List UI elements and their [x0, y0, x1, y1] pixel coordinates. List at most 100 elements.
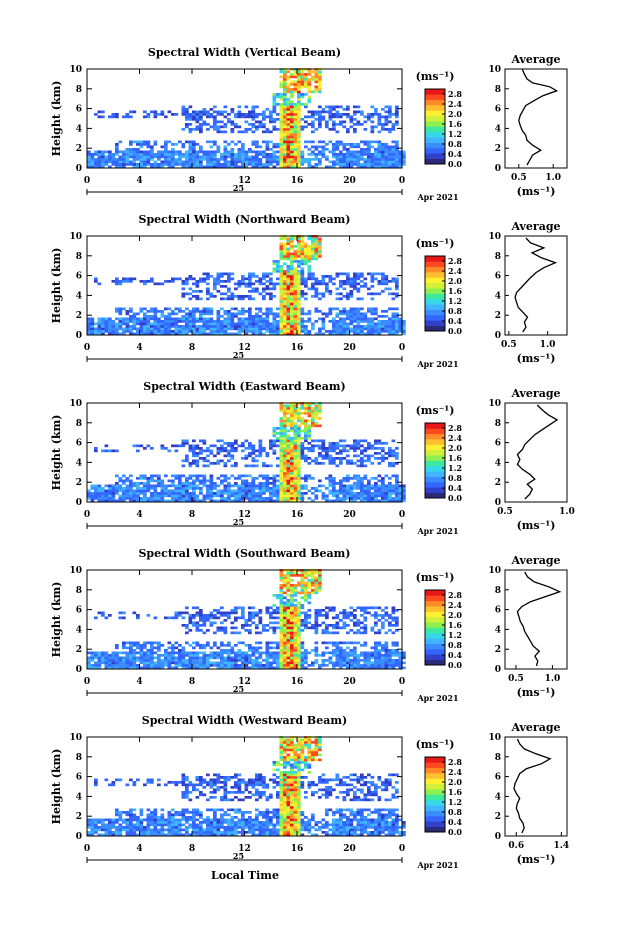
heatmap-cell: [230, 150, 235, 154]
heatmap-cell: [157, 327, 161, 331]
heatmap-cell: [297, 462, 301, 465]
heatmap-cell: [216, 449, 221, 453]
heatmap-cell: [213, 128, 217, 131]
x-tick-label: 0: [399, 176, 405, 186]
heatmap-cell: [297, 140, 301, 144]
heatmap-cell: [304, 427, 308, 430]
heatmap-cell: [300, 317, 305, 321]
heatmap-cell: [146, 661, 151, 665]
heatmap-cell: [202, 497, 207, 500]
heatmap-cell: [360, 489, 364, 493]
heatmap-cell: [104, 666, 109, 670]
heatmap-cell: [290, 332, 294, 336]
heatmap-cell: [115, 332, 119, 336]
heatmap-cell: [283, 70, 287, 74]
avg-y-tick-label: 6: [495, 105, 501, 115]
heatmap-cell: [286, 442, 291, 445]
heatmap-cell: [125, 664, 130, 667]
heatmap-cell: [122, 474, 126, 478]
heatmap-cell: [384, 442, 389, 445]
heatmap-cell: [293, 75, 298, 79]
heatmap-cell: [258, 158, 263, 161]
heatmap-cell: [255, 332, 259, 336]
heatmap-cell: [283, 262, 287, 266]
heatmap-cell: [398, 492, 403, 495]
heatmap-cell: [118, 282, 123, 286]
colorbar-tick-label: 0.0: [448, 326, 462, 336]
heatmap-cell: [129, 325, 133, 328]
heatmap-cell: [335, 292, 340, 296]
heatmap-cell: [251, 290, 256, 293]
heatmap-cell: [202, 108, 207, 111]
heatmap-cell: [202, 442, 207, 445]
heatmap-cell: [363, 140, 368, 144]
heatmap-cell: [220, 489, 224, 493]
heatmap-cell: [290, 300, 294, 303]
heatmap-cell: [367, 310, 371, 313]
heatmap-cell: [237, 282, 242, 286]
heatmap-cell: [139, 489, 144, 493]
heatmap-cell: [188, 330, 193, 333]
heatmap-cell: [279, 576, 284, 580]
avg-y-tick-label: 0: [495, 331, 501, 341]
heatmap-cell: [192, 160, 196, 164]
heatmap-cell: [265, 452, 270, 455]
heatmap-cell: [363, 449, 368, 453]
heatmap-cell: [342, 449, 347, 453]
heatmap-cell: [374, 457, 378, 460]
heatmap-cell: [290, 479, 294, 483]
heatmap-cell: [339, 285, 343, 288]
heatmap-cell: [367, 444, 371, 448]
heatmap-cell: [363, 447, 368, 450]
heatmap-cell: [216, 320, 221, 323]
heatmap-cell: [167, 641, 172, 645]
heatmap-cell: [381, 489, 385, 493]
heatmap-cell: [290, 586, 294, 590]
heatmap-cell: [363, 317, 368, 321]
heatmap-cell: [381, 155, 385, 159]
heatmap-cell: [265, 641, 270, 645]
heatmap-cell: [300, 417, 305, 420]
heatmap-cell: [192, 641, 196, 645]
heatmap-cell: [381, 492, 385, 495]
heatmap-cell: [262, 295, 266, 298]
heatmap-cell: [202, 110, 207, 114]
heatmap-cell: [209, 664, 214, 667]
heatmap-cell: [283, 130, 287, 134]
heatmap-cell: [160, 447, 165, 450]
heatmap-cell: [255, 275, 259, 278]
heatmap-cell: [251, 614, 256, 617]
heatmap-cell: [206, 320, 210, 323]
heatmap-cell: [279, 462, 284, 465]
heatmap-cell: [174, 494, 179, 498]
heatmap-cell: [349, 317, 354, 321]
heatmap-cell: [188, 482, 193, 485]
heatmap-cell: [272, 666, 277, 670]
heatmap-cell: [188, 140, 193, 144]
heatmap-cell: [227, 616, 231, 620]
heatmap-cell: [377, 272, 382, 276]
heatmap-cell: [136, 140, 140, 144]
heatmap-cell: [195, 484, 200, 488]
heatmap-cell: [307, 277, 312, 281]
heatmap-cell: [307, 153, 312, 156]
heatmap-cell: [395, 474, 399, 478]
heatmap-cell: [283, 604, 287, 607]
heatmap-cell: [290, 80, 294, 84]
heatmap-cell: [297, 280, 301, 283]
heatmap-cell: [293, 267, 298, 271]
heatmap-cell: [304, 145, 308, 149]
heatmap-cell: [146, 155, 151, 159]
heatmap-cell: [104, 155, 109, 159]
heatmap-cell: [251, 654, 256, 657]
y-tick-label: 4: [76, 124, 82, 134]
heatmap-cell: [255, 477, 259, 480]
heatmap-cell: [132, 644, 137, 647]
heatmap-cell: [318, 280, 322, 283]
heatmap-cell: [307, 237, 312, 241]
heatmap-cell: [192, 484, 196, 488]
heatmap-cell: [213, 492, 217, 495]
y-tick-label: 8: [76, 252, 82, 262]
heatmap-cell: [220, 459, 224, 463]
heatmap-cell: [227, 459, 231, 463]
